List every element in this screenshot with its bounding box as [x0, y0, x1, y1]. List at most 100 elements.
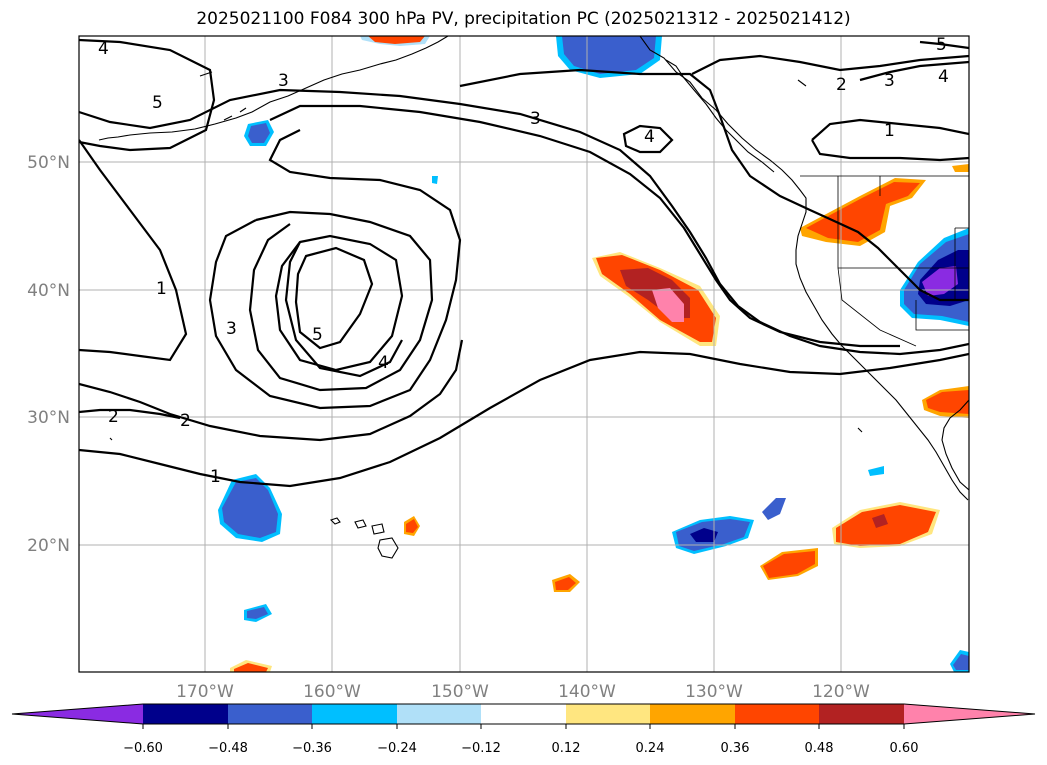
pv-contour: [79, 350, 969, 488]
contour-label: 5: [312, 325, 323, 345]
contour-label: 4: [98, 39, 109, 59]
contour-label: 1: [210, 467, 221, 487]
precip-pos-area: [555, 577, 576, 590]
colorbar-tick-label: −0.60: [123, 741, 163, 756]
colorbar-bin: [735, 704, 819, 724]
colorbar-tick-label: 0.60: [890, 741, 919, 756]
precip-neg-area: [690, 528, 718, 542]
precip-pos-area: [806, 182, 920, 242]
colorbar-bin: [312, 704, 397, 724]
contour-label: 1: [156, 279, 167, 299]
precip-pos-area: [406, 519, 418, 533]
colorbar-bin: [819, 704, 904, 724]
coastlines: [98, 36, 969, 559]
coastline: [329, 517, 399, 559]
pv-contour: [622, 124, 674, 154]
coastline: [941, 399, 969, 491]
pv-contour: [79, 38, 216, 152]
pv-contour: [274, 234, 404, 372]
colorbar-tick-label: −0.12: [461, 741, 501, 756]
coastline: [639, 36, 969, 501]
pv-contour: [269, 104, 900, 348]
lon-label-130w: 130°W: [685, 682, 743, 702]
contour-label: 2: [836, 75, 847, 95]
state-border: [800, 175, 969, 347]
lon-label-120w: 120°W: [812, 682, 870, 702]
contour-label: 4: [644, 127, 655, 147]
contour-label: 3: [530, 109, 541, 129]
colorbar-bin: [143, 704, 228, 724]
lat-label-30n: 30°N: [27, 408, 70, 428]
colorbar-bin: [650, 704, 735, 724]
pv-contour: [79, 339, 464, 442]
contour-label: 3: [226, 319, 237, 339]
contour-labels: 4 3 5 3 4 2 3 4 1 1 3 5 4 2 2 1 5: [98, 35, 949, 487]
pv-contour: [79, 408, 181, 420]
precip-neg-area: [247, 607, 268, 619]
chart-title: 2025021100 F084 300 hPa PV, precipitatio…: [196, 9, 851, 29]
map-layers: 4 3 5 3 4 2 3 4 1 1 3 5 4 2 2 1 5: [79, 35, 969, 672]
contour-label: 4: [938, 67, 949, 87]
precip-neg-area: [432, 176, 438, 184]
lat-label-40n: 40°N: [27, 281, 70, 301]
precip-anomaly-shading: [218, 36, 969, 672]
graticule: [79, 36, 969, 672]
colorbar-extend-low: [12, 704, 143, 724]
precip-neg-area: [562, 36, 656, 74]
colorbar: −0.60 −0.48 −0.36 −0.24 −0.12 0.12 0.24 …: [11, 703, 1036, 756]
longitude-labels: 170°W 160°W 150°W 140°W 130°W 120°W: [176, 682, 870, 702]
colorbar-tick-label: −0.36: [292, 741, 332, 756]
colorbar-tick-label: 0.24: [636, 741, 665, 756]
precip-pos-area: [234, 663, 268, 672]
contour-label: 5: [152, 93, 163, 113]
coastline: [98, 36, 449, 141]
pv-contour: [79, 139, 188, 362]
precip-neg-area: [222, 478, 278, 538]
precip-neg-area: [762, 498, 786, 520]
colorbar-tick-label: 0.12: [552, 741, 581, 756]
contour-label: 3: [278, 71, 289, 91]
colorbar-ticks: [142, 724, 905, 729]
colorbar-bin: [566, 704, 650, 724]
colorbar-bin: [228, 704, 312, 724]
pv-contour: [811, 118, 969, 162]
lon-label-170w: 170°W: [176, 682, 234, 702]
contour-label: 2: [108, 407, 119, 427]
colorbar-bin: [397, 704, 481, 724]
latitude-labels: 50°N 40°N 30°N 20°N: [27, 153, 70, 556]
map-frame: [78, 35, 970, 673]
pv-contour: [79, 88, 969, 356]
lon-label-150w: 150°W: [431, 682, 489, 702]
pv-contour: [859, 60, 969, 82]
precip-pos-area: [926, 390, 969, 414]
lon-label-160w: 160°W: [303, 682, 361, 702]
precip-pos-area: [836, 505, 936, 546]
colorbar-tick-label: −0.24: [377, 741, 417, 756]
colorbar-extend-high: [904, 704, 1035, 724]
precip-neg-area: [868, 466, 884, 476]
contour-label: 5: [936, 35, 947, 55]
pv-contour: [691, 54, 969, 75]
colorbar-tick-label: −0.48: [208, 741, 248, 756]
precip-pos-area: [952, 164, 969, 172]
contour-label: 3: [884, 71, 895, 91]
lat-label-50n: 50°N: [27, 153, 70, 173]
precip-pos-area: [872, 514, 888, 528]
contour-label: 1: [884, 121, 895, 141]
precip-neg-area: [953, 654, 969, 670]
precip-neg-area: [922, 266, 958, 296]
pv-contour: [208, 129, 462, 410]
pv-contours: [79, 38, 969, 488]
lon-label-140w: 140°W: [558, 682, 616, 702]
precip-neg-area: [248, 123, 270, 143]
pv-contour: [459, 68, 969, 302]
contour-label: 2: [180, 411, 191, 431]
pv-contour: [294, 246, 374, 350]
coastline: [109, 79, 863, 441]
colorbar-tick-label: 0.48: [805, 741, 834, 756]
pv-contour: [248, 210, 434, 392]
precip-pos-area: [763, 551, 815, 578]
contour-label: 4: [378, 353, 389, 373]
precip-pos-area: [368, 36, 425, 44]
